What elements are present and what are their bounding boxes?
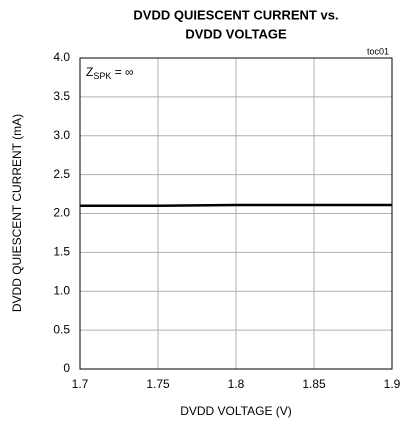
- x-tick-label: 1.85: [302, 377, 326, 391]
- y-tick-label: 4.0: [53, 50, 70, 64]
- annotation-sub: SPK: [93, 71, 111, 81]
- x-axis-label: DVDD VOLTAGE (V): [180, 404, 292, 418]
- x-tick-label: 1.8: [228, 377, 245, 391]
- y-tick-label: 1.5: [53, 245, 70, 259]
- y-tick-label: 0: [63, 361, 70, 375]
- annotation-rest: = ∞: [111, 65, 133, 79]
- y-axis-label: DVDD QUIESCENT CURRENT (mA): [10, 114, 24, 312]
- line-series: [80, 203, 392, 207]
- y-tick-label: 1.0: [53, 283, 70, 297]
- figure-code: toc01: [367, 46, 389, 56]
- chart-title: DVDD VOLTAGE: [185, 26, 287, 41]
- y-tick-label: 3.0: [53, 128, 70, 142]
- x-tick-label: 1.75: [146, 377, 170, 391]
- y-tick-label: 0.5: [53, 322, 70, 336]
- y-tick-label: 2.5: [53, 167, 70, 181]
- x-tick-label: 1.9: [384, 377, 401, 391]
- annotation: ZSPK = ∞: [86, 65, 134, 81]
- plot-frame: [79, 57, 393, 370]
- y-tick-label: 3.5: [53, 89, 70, 103]
- annotation-main: Z: [86, 65, 93, 79]
- chart-title: DVDD QUIESCENT CURRENT vs.: [133, 7, 338, 22]
- y-tick-label: 2.0: [53, 206, 70, 220]
- x-tick-label: 1.7: [72, 377, 89, 391]
